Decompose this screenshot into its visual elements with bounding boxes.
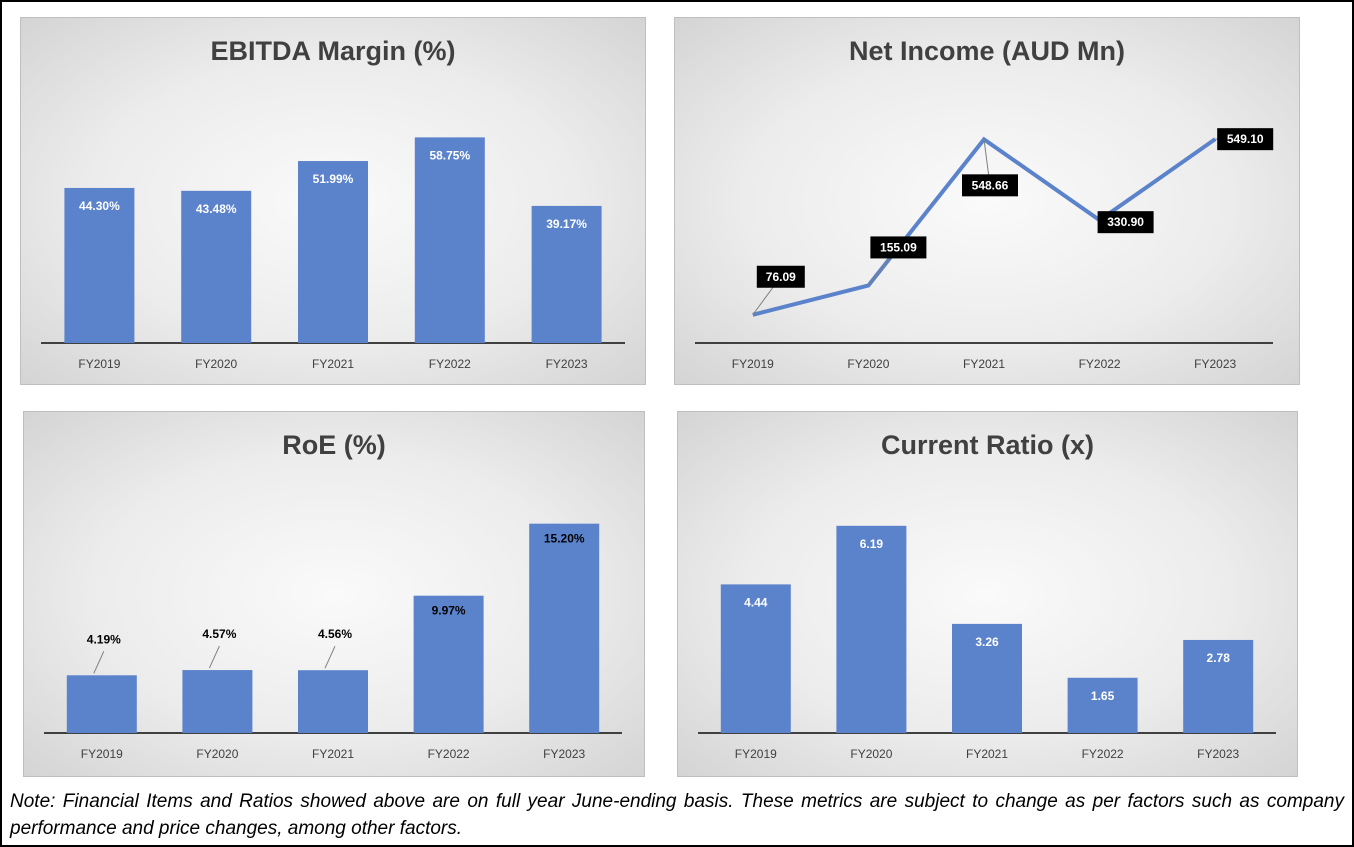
roe-chart: RoE (%) FY2019 FY2020 FY2021 FY2022 FY2023 4.… — [23, 411, 645, 777]
x-tick-label: FY2021 — [312, 747, 354, 761]
ebitda-margin-plot: FY2019 FY2020 FY2021 FY2022 FY2023 44.30% 43.4… — [41, 137, 625, 371]
bar — [181, 190, 252, 343]
footnote: Note: Financial Items and Ratios showed … — [10, 791, 1344, 839]
x-tick-label: FY2019 — [78, 357, 120, 371]
bar — [836, 525, 907, 733]
data-label: 39.17% — [546, 217, 587, 231]
x-tick-label: FY2020 — [850, 747, 892, 761]
net-income-chart: Net Income (AUD Mn) FY2019 FY2020 FY2021 FY… — [674, 17, 1300, 385]
data-label: 548.66 — [972, 178, 1009, 192]
data-label: 4.44 — [744, 595, 768, 609]
series-line — [752, 136, 1217, 317]
bar — [1183, 639, 1254, 733]
label-leader-line — [324, 645, 336, 669]
data-label: 2.78 — [1207, 651, 1231, 665]
net-income-plot: FY2019 FY2020 FY2021 FY2022 FY2023 76.09 155.0… — [695, 128, 1274, 371]
chart-title: Current Ratio (x) — [880, 430, 1094, 460]
data-label: 51.99% — [313, 172, 354, 186]
chart-title: RoE (%) — [282, 430, 386, 460]
x-tick-label: FY2023 — [1197, 747, 1239, 761]
chart-title: EBITDA Margin (%) — [210, 36, 456, 66]
bar — [952, 623, 1022, 733]
x-tick-label: FY2020 — [847, 357, 889, 371]
current-ratio-chart: Current Ratio (x) FY2019 FY2020 FY2021 FY20… — [677, 411, 1298, 777]
data-label: 44.30% — [79, 199, 120, 213]
data-label: 3.26 — [975, 635, 999, 649]
x-tick-label: FY2023 — [543, 747, 585, 761]
x-tick-label: FY2023 — [1194, 357, 1236, 371]
bar — [182, 670, 253, 733]
x-tick-label: FY2020 — [196, 747, 238, 761]
data-label: 549.10 — [1227, 132, 1264, 146]
x-tick-label: FY2021 — [312, 357, 354, 371]
data-label: 4.56% — [318, 627, 352, 641]
x-tick-label: FY2022 — [1079, 357, 1121, 371]
bar — [414, 137, 485, 343]
data-label: 43.48% — [196, 202, 237, 216]
bar — [64, 187, 135, 343]
x-tick-label: FY2022 — [1082, 747, 1124, 761]
bar — [298, 670, 368, 733]
bar — [298, 161, 368, 343]
bar — [66, 675, 137, 733]
x-tick-label: FY2022 — [428, 747, 470, 761]
data-label: 4.57% — [202, 627, 236, 641]
data-label: 155.09 — [880, 240, 917, 254]
data-label: 1.65 — [1091, 689, 1115, 703]
data-label-box — [962, 174, 1018, 197]
bar — [413, 595, 484, 733]
x-tick-label: FY2020 — [195, 357, 237, 371]
data-label: 9.97% — [432, 604, 466, 618]
data-label-box — [1097, 211, 1154, 234]
bar — [720, 584, 791, 733]
data-label-box — [756, 265, 805, 288]
bar — [1067, 677, 1138, 733]
bar — [529, 523, 600, 733]
x-tick-label: FY2019 — [732, 357, 774, 371]
ebitda-margin-chart: EBITDA Margin (%) FY2019 FY2020 FY2021 FY20… — [20, 17, 646, 385]
data-label: 15.20% — [544, 532, 585, 546]
label-leader-line — [93, 651, 105, 674]
data-label-box — [870, 236, 927, 259]
x-tick-label: FY2021 — [963, 357, 1005, 371]
bar — [531, 205, 602, 343]
x-tick-label: FY2023 — [546, 357, 588, 371]
data-label: 6.19 — [860, 537, 884, 551]
data-label: 330.90 — [1107, 215, 1144, 229]
x-tick-label: FY2019 — [735, 747, 777, 761]
current-ratio-plot: FY2019 FY2020 FY2021 FY2022 FY2023 4.44 6.19 3.… — [698, 525, 1276, 761]
x-tick-label: FY2019 — [81, 747, 123, 761]
chart-title: Net Income (AUD Mn) — [849, 36, 1125, 66]
data-label: 58.75% — [429, 148, 470, 162]
data-label-box — [1217, 128, 1274, 151]
data-label: 76.09 — [766, 270, 796, 284]
roe-plot: FY2019 FY2020 FY2021 FY2022 FY2023 4.19% 4.57%… — [44, 523, 622, 761]
x-tick-label: FY2021 — [966, 747, 1008, 761]
data-label: 4.19% — [87, 632, 121, 646]
x-tick-label: FY2022 — [429, 357, 471, 371]
label-leader-line — [208, 645, 220, 669]
